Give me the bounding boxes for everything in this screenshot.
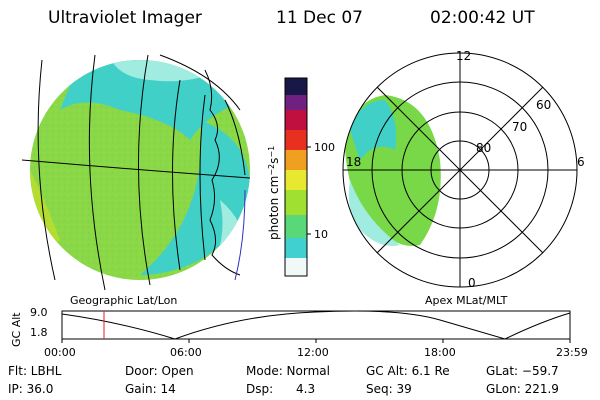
altitude-xtick-0000: 00:00 — [44, 346, 76, 359]
colorbar-tick-100: 100 — [314, 141, 335, 154]
info-glon: GLon: 221.9 — [486, 382, 559, 396]
altitude-xtick-1200: 12:00 — [297, 346, 329, 359]
altitude-ytick-high: 9.0 — [30, 306, 48, 319]
mlt-label-6: 6 — [577, 155, 585, 169]
info-gcalt: GC Alt: 6.1 Re — [366, 364, 450, 378]
altitude-ytick-low: 1.8 — [30, 326, 48, 339]
altitude-xtick-1800: 18:00 — [424, 346, 456, 359]
info-seq: Seq: 39 — [366, 382, 412, 396]
info-door: Door: Open — [125, 364, 194, 378]
altitude-xtick-2359: 23:59 — [556, 346, 588, 359]
observation-time: 02:00:42 UT — [430, 8, 535, 28]
mlt-label-12: 12 — [456, 49, 471, 63]
geographic-image — [30, 60, 250, 280]
info-gain: Gain: 14 — [125, 382, 176, 396]
colorbar-unit-label: photon cm−2s−1 — [267, 146, 281, 240]
mlt-label-18: 18 — [346, 155, 361, 169]
coastline — [204, 69, 241, 276]
info-flt: Flt: LBHL — [8, 364, 62, 378]
polar-panel-label: Apex MLat/MLT — [425, 294, 508, 307]
info-dsp-label: Dsp: — [246, 382, 274, 396]
colorbar-tick-10: 10 — [314, 228, 328, 241]
instrument-title: Ultraviolet Imager — [48, 8, 202, 28]
colorbar — [284, 77, 311, 277]
info-glat: GLat: −59.7 — [486, 364, 559, 378]
altitude-xtick-0600: 06:00 — [170, 346, 202, 359]
observation-date: 11 Dec 07 — [276, 8, 363, 28]
mlat-label-60: 60 — [536, 98, 551, 112]
mlat-label-70: 70 — [512, 120, 527, 134]
info-mode: Mode: Normal — [246, 364, 330, 378]
altitude-chart: GC Alt — [10, 310, 571, 347]
info-dsp-value: 4.3 — [296, 382, 316, 396]
geo-grid — [21, 54, 251, 291]
mlat-label-80: 80 — [476, 141, 491, 155]
info-ip: IP: 36.0 — [8, 382, 54, 396]
geographic-panel-label: Geographic Lat/Lon — [70, 294, 178, 307]
polar-grid — [342, 52, 578, 288]
altitude-ylabel: GC Alt — [10, 312, 23, 347]
mlt-label-0: 0 — [468, 276, 476, 290]
